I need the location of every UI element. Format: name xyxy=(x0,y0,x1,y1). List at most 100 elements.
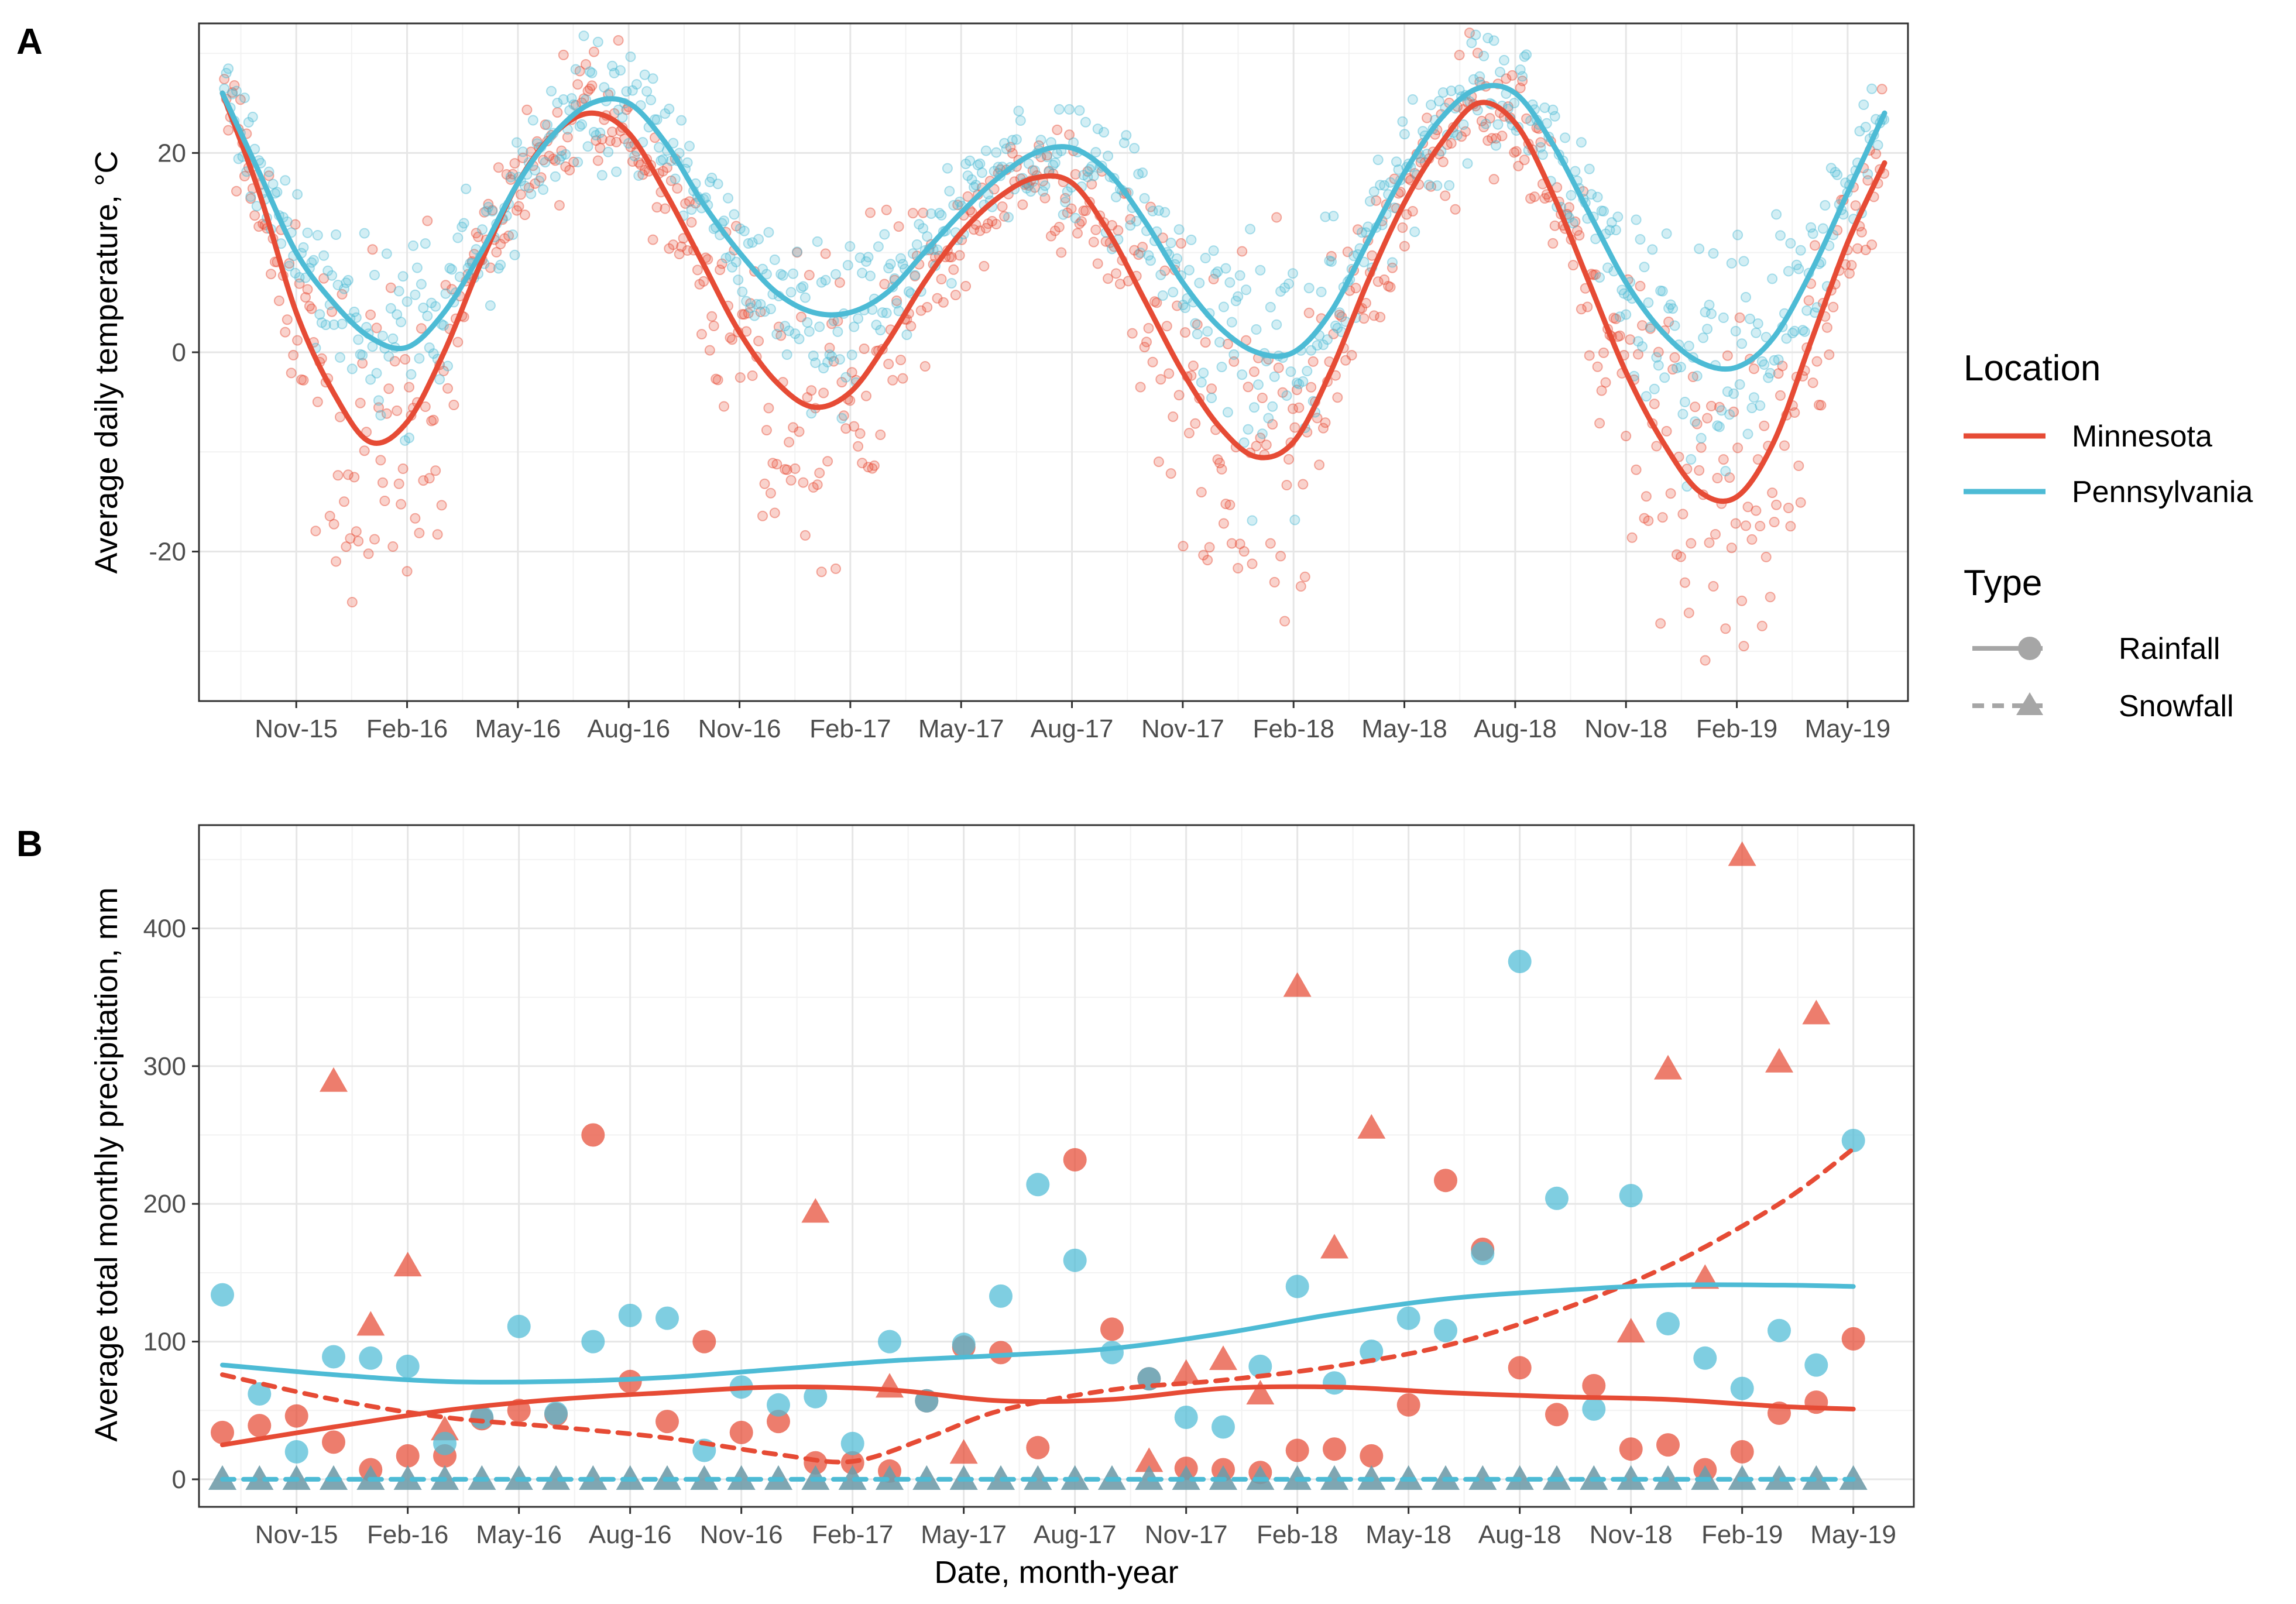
daily-point-pennsylvania xyxy=(483,201,494,212)
daily-point-minnesota xyxy=(432,529,443,540)
daily-point-minnesota xyxy=(312,396,323,407)
point-minnesota-rainfall xyxy=(767,1410,790,1434)
daily-point-minnesota xyxy=(987,216,998,226)
daily-point-pennsylvania xyxy=(873,241,884,252)
daily-point-pennsylvania xyxy=(1074,105,1085,116)
daily-point-pennsylvania xyxy=(1596,205,1607,217)
daily-point-pennsylvania xyxy=(530,164,541,176)
daily-point-pennsylvania xyxy=(799,292,811,303)
daily-point-minnesota xyxy=(1871,148,1882,159)
y-tick-label: 400 xyxy=(143,915,186,943)
daily-point-pennsylvania xyxy=(796,283,806,294)
daily-point-pennsylvania xyxy=(1364,196,1375,207)
daily-point-minnesota xyxy=(1172,300,1183,311)
daily-point-minnesota xyxy=(377,477,388,488)
daily-point-minnesota xyxy=(280,327,291,338)
daily-point-pennsylvania xyxy=(1180,303,1190,313)
daily-point-minnesota xyxy=(1320,417,1331,428)
point-zero-snowfall-overlap xyxy=(838,1465,867,1490)
daily-point-pennsylvania xyxy=(1708,248,1719,259)
daily-point-minnesota xyxy=(983,218,994,229)
daily-point-minnesota xyxy=(595,142,606,153)
daily-point-pennsylvania xyxy=(1452,129,1463,140)
daily-point-minnesota xyxy=(1375,311,1386,322)
daily-point-pennsylvania xyxy=(761,269,772,280)
point-zero-snowfall-overlap xyxy=(542,1465,570,1490)
daily-point-minnesota xyxy=(794,426,805,437)
daily-point-pennsylvania xyxy=(566,93,577,104)
daily-point-pennsylvania xyxy=(1700,307,1711,318)
daily-point-minnesota xyxy=(446,284,457,295)
daily-point-pennsylvania xyxy=(1139,193,1150,204)
daily-point-minnesota xyxy=(979,260,990,272)
daily-point-pennsylvania xyxy=(980,145,991,156)
daily-point-minnesota xyxy=(404,382,414,393)
daily-point-minnesota xyxy=(1237,246,1248,257)
daily-point-pennsylvania xyxy=(1165,238,1176,249)
daily-point-minnesota xyxy=(665,175,677,186)
daily-point-minnesota xyxy=(1614,330,1625,341)
daily-point-pennsylvania xyxy=(1293,379,1305,390)
daily-point-pennsylvania xyxy=(1214,336,1225,348)
daily-point-minnesota xyxy=(1755,521,1766,531)
daily-point-minnesota xyxy=(1663,317,1674,327)
daily-point-minnesota xyxy=(420,401,431,412)
point-pennsylvania-rainfall xyxy=(1323,1371,1346,1395)
daily-point-pennsylvania xyxy=(1387,257,1398,268)
daily-point-minnesota xyxy=(1657,512,1668,523)
daily-point-minnesota xyxy=(1576,304,1587,315)
daily-point-minnesota xyxy=(332,470,344,481)
daily-point-pennsylvania xyxy=(1099,127,1110,138)
daily-point-minnesota xyxy=(1070,169,1081,180)
daily-point-minnesota xyxy=(1547,238,1559,249)
daily-point-minnesota xyxy=(495,239,506,250)
point-minnesota-rainfall xyxy=(1582,1373,1606,1397)
daily-point-minnesota xyxy=(1255,432,1266,444)
daily-point-pennsylvania xyxy=(1480,118,1491,129)
daily-point-minnesota xyxy=(1694,465,1705,476)
daily-point-minnesota xyxy=(290,219,301,230)
daily-point-pennsylvania xyxy=(1029,165,1041,176)
daily-point-minnesota xyxy=(1188,360,1199,372)
daily-point-pennsylvania xyxy=(1279,282,1291,293)
daily-point-minnesota xyxy=(310,525,321,537)
daily-point-minnesota xyxy=(560,161,571,172)
daily-point-pennsylvania xyxy=(1470,29,1481,40)
daily-point-pennsylvania xyxy=(1492,119,1504,130)
daily-point-pennsylvania xyxy=(1771,209,1782,220)
point-pennsylvania-rainfall xyxy=(1619,1184,1643,1208)
daily-point-pennsylvania xyxy=(948,200,959,211)
daily-point-pennsylvania xyxy=(1560,132,1571,143)
daily-point-pennsylvania xyxy=(834,354,845,365)
daily-point-pennsylvania xyxy=(826,351,837,362)
daily-point-minnesota xyxy=(1450,204,1461,215)
daily-point-minnesota xyxy=(830,563,841,574)
daily-point-pennsylvania xyxy=(1206,393,1217,403)
daily-point-pennsylvania xyxy=(954,196,965,207)
daily-point-pennsylvania xyxy=(719,215,729,226)
daily-point-minnesota xyxy=(661,162,672,173)
smooth-line-pennsylvania xyxy=(219,83,1887,372)
daily-point-minnesota xyxy=(1062,207,1073,218)
daily-point-pennsylvania xyxy=(857,267,868,279)
daily-point-pennsylvania xyxy=(377,331,388,342)
daily-point-pennsylvania xyxy=(1092,123,1103,135)
daily-point-minnesota xyxy=(1860,245,1871,256)
point-pennsylvania-rainfall xyxy=(248,1382,272,1406)
daily-point-pennsylvania xyxy=(682,157,693,168)
daily-point-pennsylvania xyxy=(812,236,823,247)
daily-point-minnesota xyxy=(1173,390,1185,401)
daily-point-minnesota xyxy=(1771,499,1782,510)
daily-point-pennsylvania xyxy=(1133,169,1144,180)
daily-point-pennsylvania xyxy=(1147,205,1158,217)
daily-point-minnesota xyxy=(1610,313,1621,324)
daily-point-minnesota xyxy=(1029,182,1041,193)
daily-point-pennsylvania xyxy=(759,306,770,317)
daily-point-minnesota xyxy=(1336,311,1347,322)
daily-point-pennsylvania xyxy=(944,186,955,197)
daily-point-minnesota xyxy=(1147,356,1158,367)
x-tick-label: Feb-16 xyxy=(367,1520,448,1549)
daily-point-minnesota xyxy=(418,475,429,486)
daily-point-pennsylvania xyxy=(1741,291,1751,303)
daily-point-minnesota xyxy=(1401,209,1412,220)
